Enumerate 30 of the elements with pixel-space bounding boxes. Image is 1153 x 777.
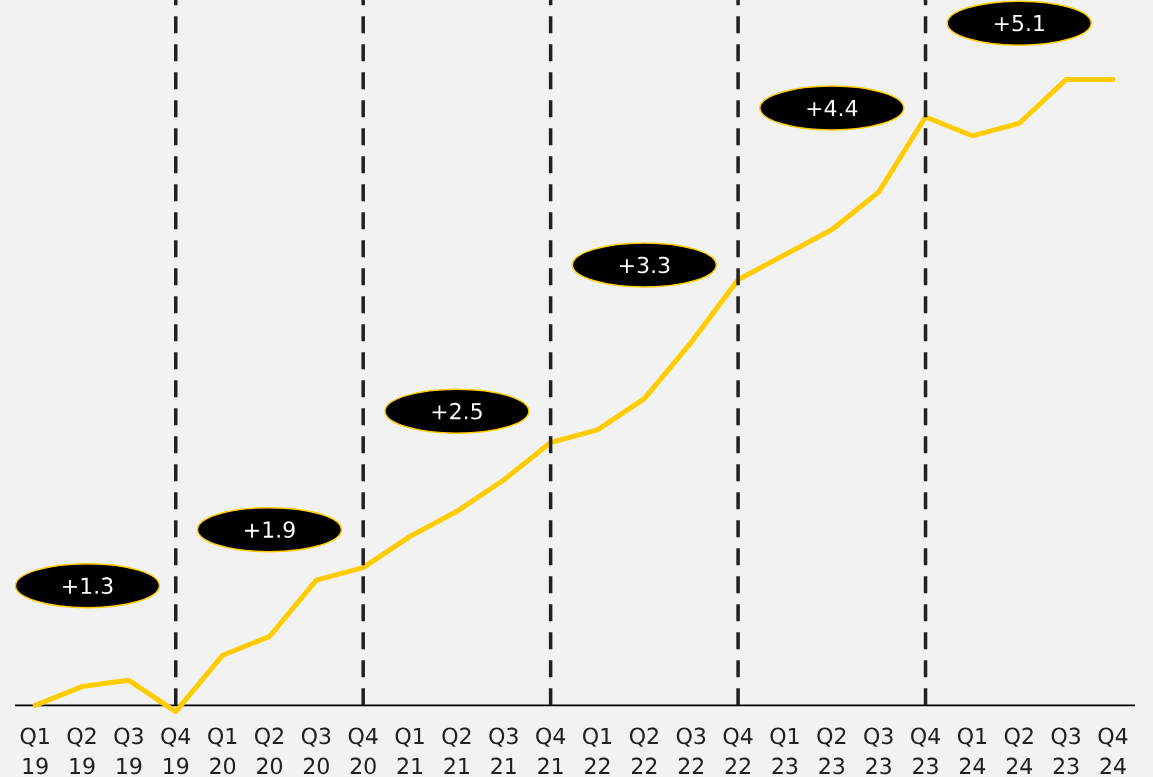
- x-tick-label: Q2 21: [442, 727, 471, 774]
- annotation: +2.5: [432, 402, 482, 420]
- text: +5.1: [994, 14, 1044, 32]
- annotation: +3.3: [619, 256, 670, 274]
- x-tick-label: Q1 20: [208, 727, 237, 775]
- x-tick-label: Q1 24: [957, 727, 987, 774]
- x-tick-label: Q3 23: [1051, 727, 1081, 775]
- x-tick-label: Q4 24: [1098, 727, 1128, 774]
- x-tick-label: Q1 22: [583, 727, 612, 774]
- x-tick-label: Q4 21: [536, 727, 566, 774]
- x-tick-label: Q3 19: [114, 727, 143, 775]
- annotation: +1.3: [63, 577, 113, 595]
- x-tick-label: Q1 21: [395, 727, 424, 774]
- annotation: +4.4: [807, 100, 858, 117]
- annotation: +1.9: [245, 521, 295, 538]
- x-tick-label: Q1 19: [20, 727, 49, 775]
- x-tick-label: Q4 20: [348, 727, 378, 775]
- x-tick-label: Q3 23: [864, 727, 893, 775]
- x-tick-label: Q2 20: [255, 727, 283, 775]
- x-tick-label: Q1 23: [770, 727, 799, 775]
- x-tick-label: Q4 19: [161, 727, 191, 775]
- x-tick-label: Q2 22: [629, 727, 658, 774]
- x-tick-label: Q4 22: [723, 727, 753, 774]
- x-tick-label: Q3 20: [301, 727, 331, 775]
- x-tick-label: Q2 24: [1004, 727, 1033, 774]
- x-tick-label: Q3 21: [489, 727, 518, 774]
- x-tick-label: Q3 22: [676, 727, 706, 774]
- x-tick-label: Q4 23: [911, 727, 940, 775]
- x-tick-label: Q2 19: [67, 727, 96, 775]
- x-tick-label: Q2 23: [817, 727, 846, 775]
